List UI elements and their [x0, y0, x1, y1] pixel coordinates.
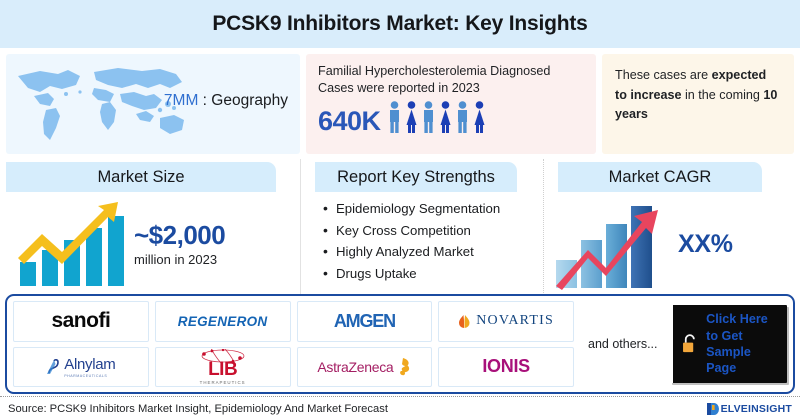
cta-line-2: Sample Page	[706, 345, 751, 376]
report-strengths-section: Report Key Strengths Epidemiology Segmen…	[300, 159, 544, 297]
cta-line-1: Click Here to Get	[706, 312, 768, 343]
geography-separator: :	[198, 92, 212, 109]
person-male-icon	[423, 100, 433, 133]
cases-number: 640K	[318, 105, 381, 136]
market-size-value: ~$2,000	[134, 220, 226, 250]
logo-grid: sanofi REGENERON AMGEN NOVARTIS	[13, 301, 574, 387]
market-size-heading: Market Size	[97, 167, 185, 186]
logo-astrazeneca[interactable]: AstraZeneca	[296, 346, 433, 387]
logo-lib-text: LIB	[208, 358, 238, 380]
delveinsight-text: ELVEINSIGHT	[720, 402, 792, 415]
strengths-heading-band: Report Key Strengths	[315, 162, 517, 192]
logo-sanofi-text: sanofi	[51, 309, 111, 333]
cagr-heading-band: Market CAGR	[558, 162, 762, 192]
logo-ionis-text: IONIS	[482, 356, 530, 377]
people-icons-group	[387, 100, 487, 134]
page-title: PCSK9 Inhibitors Market: Key Insights	[212, 12, 588, 35]
delveinsight-mark-icon	[706, 402, 719, 415]
person-male-icon	[457, 100, 467, 133]
strengths-heading: Report Key Strengths	[337, 167, 495, 186]
diagnosed-cases-card: Familial Hypercholesterolemia Diagnosed …	[306, 54, 596, 154]
cta-column: and others... Click Here to Get Sample P…	[582, 301, 787, 387]
increase-text: These cases are expected to increase in …	[615, 66, 781, 125]
metrics-row: Market Size ~$2,000 million in 2023	[0, 159, 800, 297]
logo-novartis[interactable]: NOVARTIS	[438, 301, 574, 342]
strengths-list: Epidemiology Segmentation Key Cross Comp…	[301, 192, 543, 281]
logo-lib-sub: THERAPEUTICS	[199, 379, 246, 385]
logo-sanofi[interactable]: sanofi	[13, 301, 149, 342]
logo-alnylam-text: Alnylam	[64, 355, 116, 373]
person-female-icon	[474, 100, 485, 133]
list-item: Epidemiology Segmentation	[323, 200, 543, 216]
market-size-section: Market Size ~$2,000 million in 2023	[0, 159, 300, 297]
lib-molecule-icon	[201, 348, 245, 363]
top-stats-row: 7MM : Geography Familial Hypercholestero…	[0, 48, 800, 154]
increase-part-1: These cases are	[615, 68, 712, 82]
logo-row-1: sanofi REGENERON AMGEN NOVARTIS	[13, 301, 574, 342]
growth-bar-chart-arrow-icon	[18, 202, 124, 286]
sample-page-button[interactable]: Click Here to Get Sample Page	[669, 305, 787, 383]
cases-line-2: Cases were reported in 2023	[318, 81, 480, 96]
logo-regeneron-text: REGENERON	[177, 313, 268, 329]
person-female-icon	[440, 100, 451, 133]
astrazeneca-mark-icon	[400, 358, 410, 376]
market-size-subtitle: million in 2023	[134, 252, 218, 267]
cagr-heading: Market CAGR	[608, 167, 712, 186]
expected-increase-card: These cases are expected to increase in …	[602, 54, 794, 154]
geography-label: 7MM : Geography	[164, 92, 288, 110]
increase-part-2: in the coming	[681, 87, 764, 102]
geography-card: 7MM : Geography	[6, 54, 300, 154]
list-item: Drugs Uptake	[323, 265, 543, 281]
market-cagr-section: Market CAGR XX%	[544, 159, 800, 297]
logo-alnylam[interactable]: Alnylam PHARMACEUTICALS	[13, 346, 149, 387]
list-item: Highly Analyzed Market	[323, 243, 543, 259]
increase-bold-2: 10 years	[615, 87, 778, 122]
others-label: and others...	[588, 337, 658, 351]
logo-astrazeneca-text: AstraZeneca	[317, 358, 394, 375]
world-map-icon	[10, 58, 200, 150]
source-text: Source: PCSK9 Inhibitors Market Insight,…	[8, 402, 388, 415]
novartis-flame-icon	[459, 314, 470, 328]
cases-line-1: Familial Hypercholesterolemia Diagnosed	[318, 64, 551, 78]
cagr-bar-chart-arrow-icon	[556, 206, 658, 290]
open-padlock-icon	[682, 334, 695, 353]
person-male-icon	[389, 100, 399, 133]
logo-amgen[interactable]: AMGEN	[296, 301, 433, 342]
logo-row-2: Alnylam PHARMACEUTICALS	[13, 346, 574, 387]
increase-bold-1: expected to increase	[615, 68, 767, 102]
geography-text: Geography	[211, 92, 288, 109]
footer: Source: PCSK9 Inhibitors Market Insight,…	[0, 396, 800, 420]
logo-lib[interactable]: LIB THERAPEUTICS	[154, 346, 291, 387]
list-item: Key Cross Competition	[323, 222, 543, 238]
logo-ionis[interactable]: IONIS	[438, 346, 574, 387]
geography-value: 7MM	[163, 92, 199, 109]
alnylam-mark-icon	[47, 358, 60, 374]
person-female-icon	[406, 100, 417, 133]
title-bar: PCSK9 Inhibitors Market: Key Insights	[0, 0, 800, 48]
cagr-value: XX%	[678, 229, 733, 258]
logo-novartis-text: NOVARTIS	[476, 313, 554, 329]
logo-alnylam-sub: PHARMACEUTICALS	[64, 373, 108, 378]
partners-panel: sanofi REGENERON AMGEN NOVARTIS	[5, 294, 795, 394]
delveinsight-logo: ELVEINSIGHT	[706, 402, 792, 416]
logo-regeneron[interactable]: REGENERON	[154, 301, 291, 342]
market-size-heading-band: Market Size	[6, 162, 276, 192]
logo-amgen-text: AMGEN	[333, 310, 396, 331]
